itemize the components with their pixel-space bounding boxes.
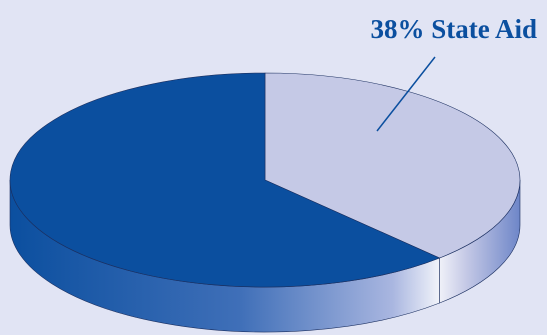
slice: [264, 72, 521, 259]
category-label: State Aid: [431, 14, 537, 44]
value-label: 38%: [370, 14, 424, 44]
leader-line: [376, 56, 436, 132]
slice-label: 38% State Aid: [370, 14, 537, 44]
slice: [9, 72, 441, 288]
